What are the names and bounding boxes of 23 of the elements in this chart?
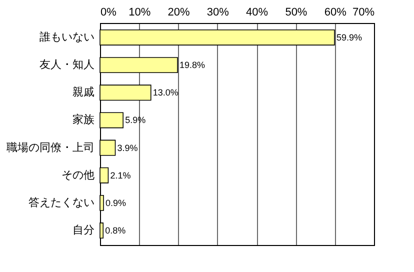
x-tick-label: 30%	[206, 6, 230, 18]
x-tick-label: 60%	[324, 6, 347, 18]
data-label: 0.8%	[105, 226, 126, 236]
x-tick-label: 40%	[246, 6, 268, 18]
x-tick-label: 50%	[285, 6, 308, 18]
y-tick-label: その他	[62, 169, 94, 182]
y-tick-label: 誰もいない	[40, 30, 94, 44]
y-tick-label: 答えたくない	[28, 196, 94, 209]
y-tick-label: 友人・知人	[40, 59, 94, 72]
y-tick-label: 職場の同僚・上司	[6, 140, 94, 154]
x-tick-label: 20%	[168, 6, 190, 18]
y-tick-label: 親戚	[72, 86, 94, 99]
data-label: 59.9%	[336, 32, 362, 42]
data-label: 19.8%	[180, 60, 206, 70]
x-tick-label: 70%	[352, 6, 375, 18]
y-tick-label: 自分	[72, 224, 94, 237]
y-tick-label: 家族	[72, 113, 94, 126]
data-label: 0.9%	[106, 198, 126, 208]
data-label: 13.0%	[152, 88, 178, 98]
x-tick-label: 10%	[128, 6, 151, 18]
data-label: 3.9%	[117, 142, 138, 153]
x-tick-label: 0%	[100, 6, 117, 18]
data-label: 2.1%	[110, 170, 131, 180]
